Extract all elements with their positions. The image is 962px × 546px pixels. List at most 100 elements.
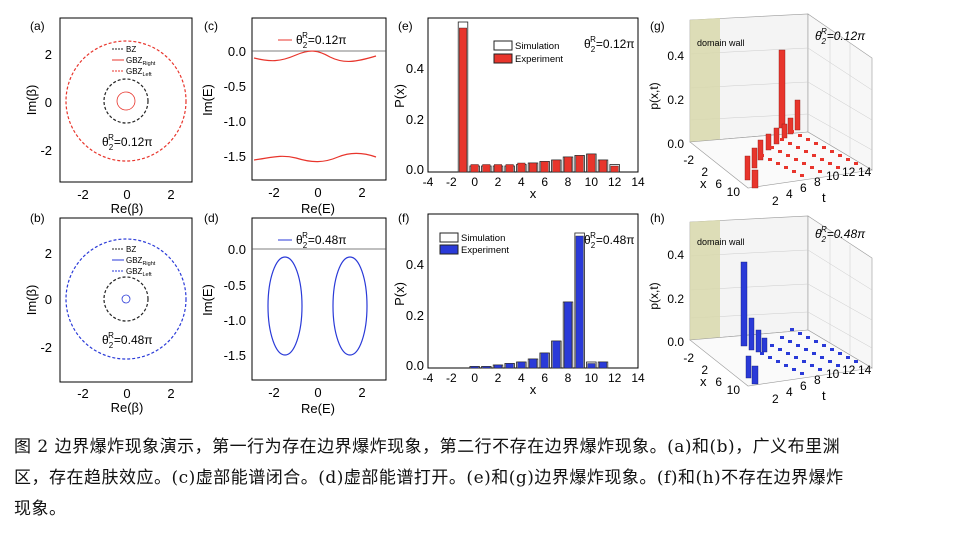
panel-c: (c) 0.0 -0.5 -1.0 -1.5 -2 0 2 Re(E) Im(E…: [200, 17, 387, 216]
legend-label: Simulation: [515, 41, 559, 52]
tick-label: 0.2: [406, 308, 424, 323]
bar-3d: [794, 99, 801, 131]
bz-circle: [103, 78, 149, 124]
tick-label: 0.4: [406, 257, 424, 272]
legend-label: GBZLeft: [126, 267, 152, 278]
tick-label: 12: [608, 175, 622, 189]
x-axis-label: x: [700, 374, 707, 389]
bar-3d: [748, 317, 755, 351]
tick-label: 6: [715, 177, 722, 191]
tick-label: 14: [858, 363, 872, 377]
bar-grid-3d: [760, 130, 858, 177]
bar-3d: [761, 337, 768, 353]
x-axis-label: x: [530, 382, 537, 397]
domain-wall-label: domain wall: [697, 237, 745, 247]
z-axis-label: p(x,t): [647, 282, 661, 309]
tick-label: 0.2: [667, 292, 684, 306]
bar-experiment: [575, 235, 584, 369]
legend-label: θ2R=0.48π: [296, 231, 347, 250]
tick-label: 4: [786, 187, 793, 201]
bar-experiment: [494, 164, 502, 173]
gbz-left-circle: [65, 40, 187, 162]
legend-swatch-experiment: [439, 244, 459, 255]
x-ticks: -4 -2 0 2 4 6 8 10 12 14: [423, 175, 645, 189]
bar-experiment: [470, 366, 479, 369]
panel-label-e: (e): [398, 19, 413, 33]
tick-label: -2: [40, 143, 52, 158]
z-axis-label: p(x,t): [647, 82, 661, 109]
tick-label: 0.0: [406, 162, 424, 177]
plot-frame: [251, 217, 387, 381]
legend-label: θ2R=0.12π: [296, 31, 347, 50]
tick-label: -2: [446, 175, 457, 189]
legend-label: Simulation: [461, 233, 505, 244]
tick-label: 14: [631, 175, 645, 189]
bar-experiment: [552, 159, 561, 173]
bar-3d: [781, 123, 788, 139]
bar-grid-3d: [760, 328, 858, 375]
bar-3d: [751, 147, 758, 169]
tick-label: -2: [683, 153, 694, 167]
bar-3d: [751, 169, 759, 189]
y-axis-label: P(x): [392, 84, 407, 108]
domain-wall-plane: [690, 220, 720, 350]
legend-label: Experiment: [515, 54, 563, 65]
bar-3d: [745, 355, 752, 379]
x-axis-label: Re(β): [111, 400, 144, 415]
tick-label: 0: [314, 385, 321, 400]
bars-3d: [740, 261, 768, 385]
tick-label: 2: [358, 385, 365, 400]
tick-label: -1.0: [224, 114, 246, 129]
panel-g: (g) domain wall: [647, 13, 873, 208]
t-axis-label: t: [822, 190, 826, 205]
legend-label: GBZRight: [126, 56, 156, 67]
tick-label: -2: [446, 371, 457, 385]
panel-label-b: (b): [30, 211, 45, 225]
tick-label: 0: [314, 185, 321, 200]
bar-experiment: [599, 159, 607, 173]
tick-label: 0: [471, 371, 478, 385]
tick-label: 0: [45, 95, 52, 110]
theta-annotation: θ2R=0.48π: [102, 331, 153, 350]
panel-label-a: (a): [30, 19, 45, 33]
theta-annotation: θ2R=0.12π: [584, 35, 635, 54]
tick-label: 2: [701, 363, 708, 377]
y-axis-label: P(x): [392, 282, 407, 306]
legend-swatch-experiment: [493, 53, 513, 64]
tick-label: 8: [814, 175, 821, 189]
x-axis-label: Re(β): [111, 201, 144, 216]
tick-label: 10: [727, 185, 741, 199]
tick-label: -1.5: [224, 348, 246, 363]
bar-3d-peak: [778, 49, 786, 129]
legend-label: BZ: [126, 245, 136, 254]
bar-experiment: [575, 155, 584, 173]
bar-experiment: [540, 161, 549, 173]
tick-label: 0.2: [667, 93, 684, 107]
tick-label: 6: [541, 371, 548, 385]
tick-label: 10: [826, 169, 840, 183]
gbz-right-circle: [121, 294, 131, 304]
tick-label: 0.0: [228, 44, 246, 59]
x-axis-label: Re(E): [301, 401, 335, 416]
legend-label: GBZLeft: [126, 67, 152, 78]
panel-label-f: (f): [398, 211, 409, 225]
legend-label: Experiment: [461, 245, 509, 256]
domain-wall-label: domain wall: [697, 38, 745, 48]
bar-experiment: [529, 358, 537, 369]
tick-label: 2: [45, 47, 52, 62]
tick-label: 10: [727, 383, 741, 397]
tick-label: 2: [167, 386, 174, 401]
bar-experiment: [482, 366, 491, 369]
figure-caption: 图 2 边界爆炸现象演示，第一行为存在边界爆炸现象，第二行不存在边界爆炸现象。(…: [14, 432, 950, 525]
panel-label-g: (g): [650, 19, 665, 33]
bar-experiment: [529, 162, 537, 173]
tick-label: 10: [585, 175, 599, 189]
tick-label: 0.4: [667, 248, 684, 262]
panel-e: (e) -4 -2 0 2 4 6 8 10 12 14 0.4 0.2 0.0 x P(x) S…: [392, 17, 645, 201]
tick-label: -2: [683, 351, 694, 365]
theta-annotation: θ2R=0.12π: [102, 133, 153, 152]
tick-label: 2: [772, 392, 779, 406]
theta-annotation: θ2R=0.48π: [815, 225, 866, 244]
legend-label: BZ: [126, 45, 136, 54]
spectrum-loop-right: [332, 256, 368, 356]
